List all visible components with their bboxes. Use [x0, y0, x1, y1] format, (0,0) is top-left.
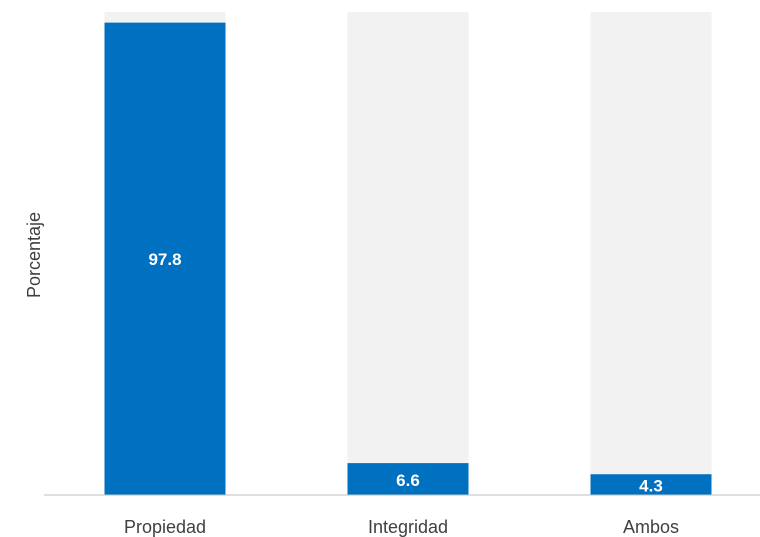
x-tick-label-propiedad: Propiedad	[124, 517, 206, 537]
bar-propiedad	[104, 22, 226, 495]
x-tick-label-integridad: Integridad	[368, 517, 448, 537]
data-label-integridad: 6.6	[396, 471, 420, 490]
bar-integridad	[347, 463, 469, 495]
data-label-propiedad: 97.8	[148, 250, 181, 269]
y-axis-label: Porcentaje	[24, 212, 44, 298]
data-label-ambos: 4.3	[639, 477, 663, 496]
x-tick-label-ambos: Ambos	[623, 517, 679, 537]
bars-group: 97.8 6.6 4.3	[104, 12, 712, 496]
bar-background-integridad	[347, 12, 469, 495]
bar-ambos	[590, 474, 712, 495]
x-ticks-group: Propiedad Integridad Ambos	[124, 517, 679, 537]
bar-background-ambos	[590, 12, 712, 495]
